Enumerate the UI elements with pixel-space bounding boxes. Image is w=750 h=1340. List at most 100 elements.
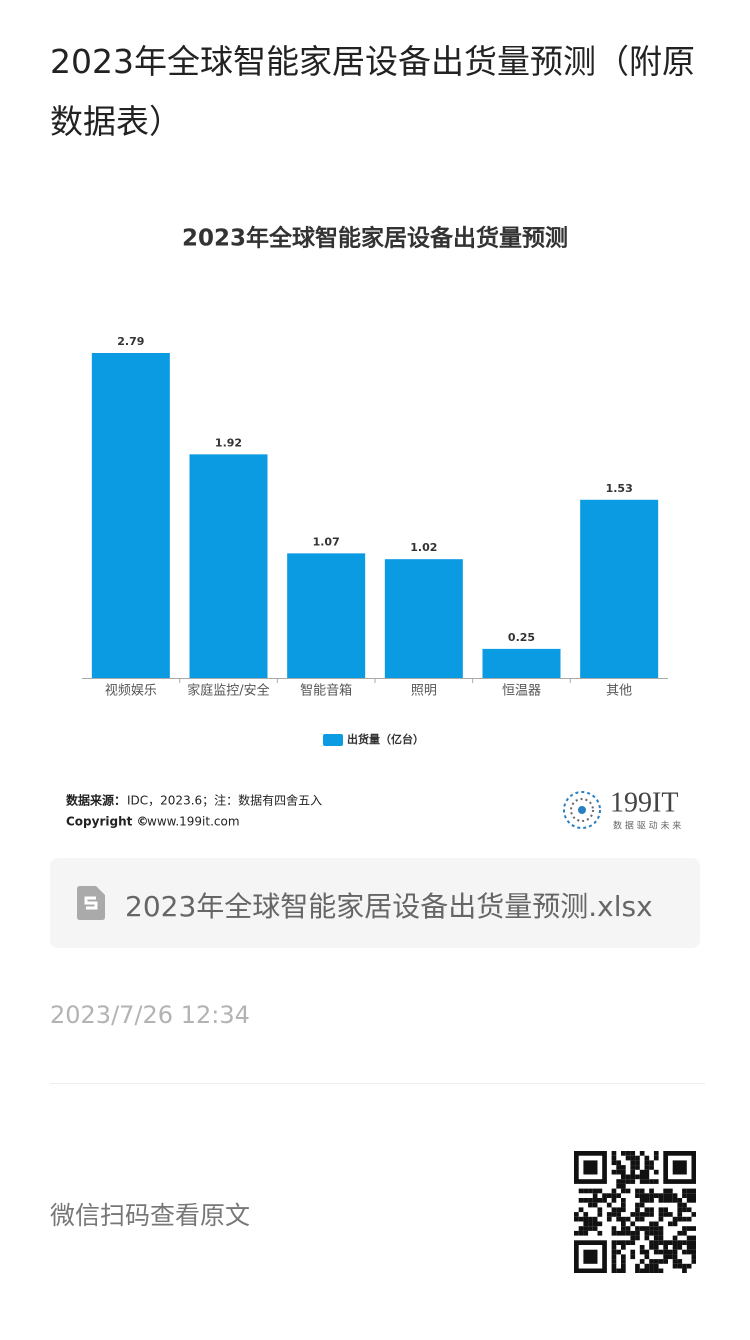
qr-module (592, 1198, 598, 1203)
qr-module (621, 1245, 626, 1250)
qr-module (621, 1216, 626, 1222)
qr-module (611, 1151, 617, 1156)
qr-module (616, 1216, 621, 1222)
qr-module (644, 1268, 650, 1273)
qr-module (653, 1240, 659, 1245)
qr-module (635, 1193, 640, 1198)
qr-module (686, 1216, 692, 1222)
qr-module (611, 1155, 617, 1161)
qr-module (621, 1202, 626, 1208)
qr-module (588, 1202, 593, 1208)
qr-module (644, 1207, 650, 1213)
qr-module (686, 1226, 692, 1231)
qr-module (644, 1263, 650, 1269)
article-title: 2023年全球智能家居设备出货量预测（附原数据表） (50, 42, 695, 141)
qr-module (588, 1188, 593, 1194)
qr-module (630, 1240, 636, 1245)
qr-code (574, 1151, 696, 1273)
qr-module (592, 1193, 598, 1198)
qr-module (621, 1151, 626, 1156)
qr-module (611, 1198, 617, 1203)
qr-module (592, 1221, 598, 1227)
qr-module (630, 1230, 636, 1236)
qr-module (682, 1268, 687, 1273)
qr-module (677, 1263, 683, 1269)
qr-module (658, 1240, 664, 1245)
qr-module (611, 1259, 617, 1264)
qr-module (677, 1240, 683, 1245)
qr-module (597, 1198, 603, 1203)
qr-module (691, 1254, 696, 1260)
data-label: 1.53 (606, 482, 633, 495)
qr-module (644, 1230, 650, 1236)
qr-module (677, 1245, 683, 1250)
qr-module (653, 1235, 659, 1241)
attachment[interactable]: 2023年全球智能家居设备出货量预测.xlsx (50, 858, 700, 948)
qr-module (630, 1221, 636, 1227)
qr-module (635, 1202, 640, 1208)
qr-module (630, 1151, 636, 1156)
x-tick-label: 照明 (411, 684, 437, 699)
qr-module (639, 1245, 645, 1250)
qr-module (630, 1235, 636, 1241)
qr-module (597, 1221, 603, 1227)
qr-module (682, 1249, 687, 1255)
qr-module (658, 1216, 664, 1222)
qr-module (649, 1179, 654, 1184)
qr-module (649, 1207, 654, 1213)
qr-module (686, 1245, 692, 1250)
qr-module (583, 1221, 589, 1227)
qr-module (611, 1188, 617, 1194)
qr-module (658, 1268, 664, 1273)
qr-module (691, 1259, 696, 1264)
qr-module (668, 1212, 673, 1217)
qr-module (682, 1207, 687, 1213)
qr-module (588, 1221, 593, 1227)
attachment-name[interactable]: 2023年全球智能家居设备出货量预测.xlsx (125, 890, 653, 923)
qr-module (635, 1263, 640, 1269)
qr-module (653, 1226, 659, 1231)
qr-module (639, 1179, 645, 1184)
chart-title: 2023年全球智能家居设备出货量预测 (182, 225, 568, 252)
logo: 199IT (610, 787, 678, 818)
qr-module (616, 1212, 621, 1217)
qr-module (668, 1198, 673, 1203)
qr-module (621, 1179, 626, 1184)
data-label: 1.02 (410, 541, 437, 554)
qr-module (630, 1254, 636, 1260)
qr-module (677, 1202, 683, 1208)
source-label: 数据来源： (66, 793, 126, 808)
publish-date: 2023/7/26 12:34 (50, 1001, 250, 1029)
qr-module (606, 1212, 612, 1217)
qr-module (644, 1249, 650, 1255)
qr-module (672, 1235, 678, 1241)
qr-module (639, 1198, 645, 1203)
qr-module (672, 1263, 678, 1269)
qr-module (635, 1160, 640, 1166)
qr-module (611, 1254, 617, 1260)
qr-module (649, 1160, 654, 1166)
qr-module (644, 1198, 650, 1203)
qr-module (611, 1226, 617, 1231)
qr-module (625, 1226, 631, 1231)
qr-module (658, 1226, 664, 1231)
qr-module (578, 1226, 584, 1231)
qr-module (677, 1212, 683, 1217)
qr-module (635, 1235, 640, 1241)
qr-finder (583, 1249, 598, 1264)
qr-module (611, 1268, 617, 1273)
qr-module (639, 1249, 645, 1255)
qr-module (663, 1254, 668, 1260)
qr-module (611, 1240, 617, 1245)
data-label: 0.25 (508, 631, 535, 644)
qr-module (672, 1240, 678, 1245)
qr-module (691, 1198, 696, 1203)
qr-module (630, 1155, 636, 1161)
qr-module (625, 1188, 631, 1194)
x-tick-label: 其他 (606, 684, 632, 699)
qr-module (621, 1230, 626, 1236)
qr-module (635, 1212, 640, 1217)
qr-module (611, 1207, 617, 1213)
qr-module (616, 1193, 621, 1198)
qr-module (606, 1193, 612, 1198)
